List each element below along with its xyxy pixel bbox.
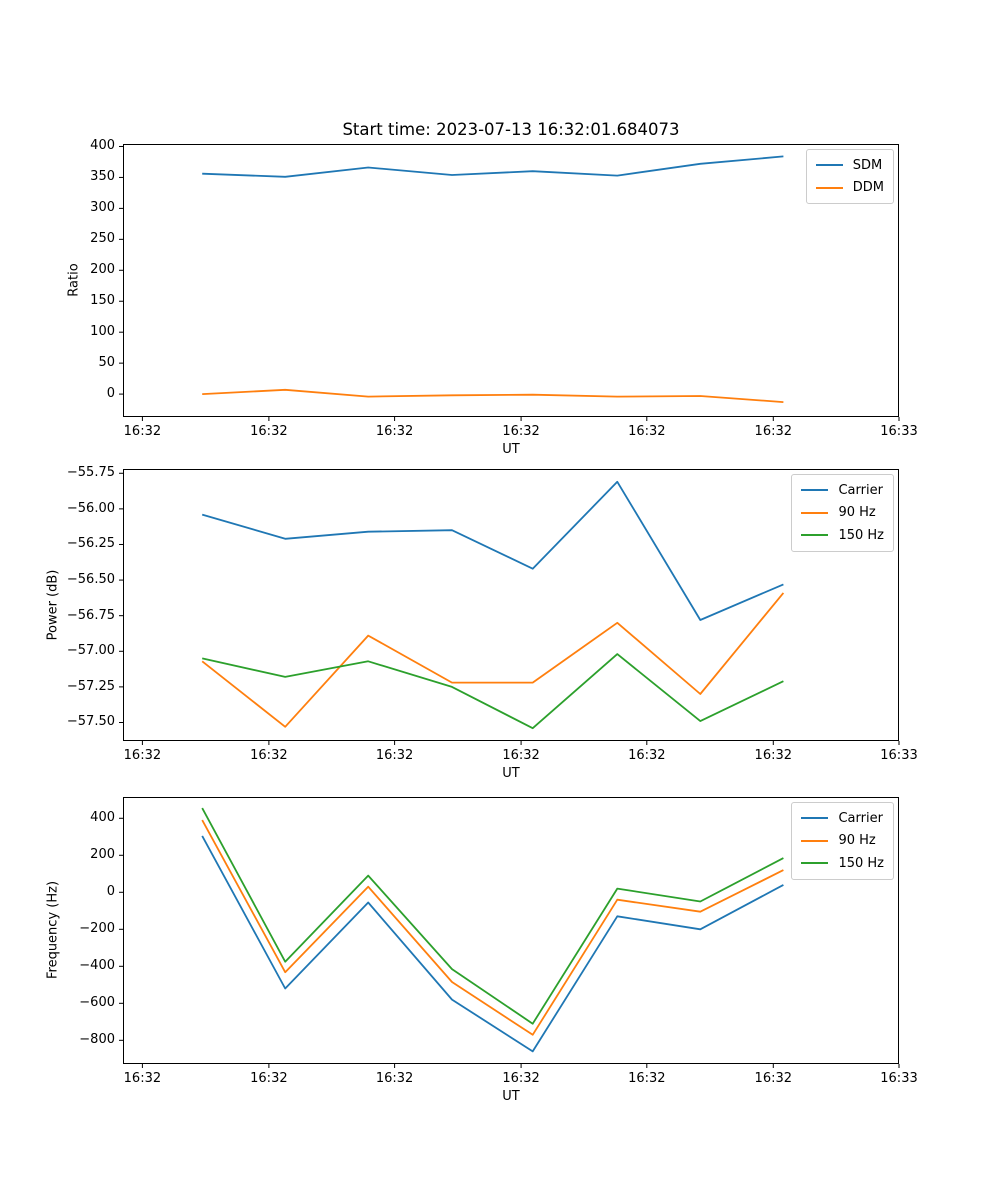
y-tick-label: −56.00: [66, 500, 115, 516]
frequency-line-chart: [119, 797, 900, 1068]
x-tick-label: 16:32: [628, 1071, 666, 1086]
axes-frame: [123, 797, 899, 1064]
x-tick-label: 16:33: [880, 1071, 918, 1086]
legend: Carrier 90 Hz 150 Hz: [791, 474, 894, 552]
y-tick-label: 100: [90, 323, 115, 339]
legend-entry-label: 150 Hz: [838, 855, 884, 871]
y-tick-label: 300: [90, 200, 115, 216]
legend-entry: SDM: [815, 154, 884, 177]
legend-line-sample: [815, 186, 843, 189]
legend-entry: Carrier: [801, 807, 884, 830]
power-line-chart: [119, 469, 900, 745]
series-line-90-hz: [201, 592, 785, 728]
legend-entry: 150 Hz: [801, 852, 884, 875]
legend-entry: 90 Hz: [801, 502, 884, 525]
series-line-carrier: [201, 835, 784, 1053]
x-tick-label: 16:32: [123, 748, 162, 763]
legend-line-sample: [801, 511, 829, 514]
legend-line-sample: [801, 489, 829, 492]
legend-line-sample: [801, 817, 829, 820]
legend-line-sample: [801, 839, 829, 842]
x-tick-label: 16:32: [250, 424, 288, 439]
y-tick-label: 0: [106, 884, 115, 900]
legend-entry-label: DDM: [852, 180, 884, 196]
legend-entry-label: SDM: [852, 157, 883, 173]
y-tick-label: −800: [79, 1032, 115, 1048]
y-tick-label: 150: [90, 292, 115, 308]
legend-entry-label: Carrier: [838, 482, 883, 498]
y-tick-label: 400: [90, 810, 115, 826]
x-tick-label: 16:32: [754, 1071, 793, 1086]
ratio-plot: SDM DDM UT 16:32 16:32 16:32 16:32 16:32 16:32…: [90, 138, 918, 457]
y-tick-label: −56.75: [66, 607, 115, 623]
legend-entry: Carrier: [801, 479, 884, 502]
legend-entry-label: Carrier: [838, 810, 883, 826]
series-line-150-hz: [201, 807, 784, 1025]
y-tick-label: 350: [90, 169, 115, 185]
legend: Carrier 90 Hz 150 Hz: [791, 802, 894, 880]
y-tick-label: −57.50: [66, 714, 115, 730]
y-tick-label: 400: [90, 138, 115, 154]
legend-entry-label: 90 Hz: [838, 505, 876, 521]
series-line-sdm: [202, 155, 784, 178]
frequency-plot: Carrier 90 Hz 150 Hz UT 16:32 16:32 16:32 16:…: [79, 797, 918, 1104]
y-tick-label: −400: [79, 958, 115, 974]
x-axis-label: UT: [502, 766, 520, 781]
y-tick-label: −600: [79, 995, 115, 1011]
power-plot: Carrier 90 Hz 150 Hz UT 16:32 16:32 16:32 16:…: [67, 465, 918, 781]
y-tick-label: 250: [90, 231, 115, 247]
axes-frame: [123, 144, 899, 417]
legend-line-sample: [801, 534, 829, 537]
y-tick-label: −57.00: [66, 643, 115, 659]
y-tick-label: −55.75: [66, 465, 115, 481]
x-tick-label: 16:32: [375, 1071, 414, 1086]
x-axis-label: UT: [502, 1089, 520, 1104]
x-axis-label: UT: [502, 442, 520, 457]
x-tick-label: 16:32: [502, 1071, 540, 1086]
y-tick-label: −57.25: [66, 678, 115, 694]
y-tick-label: 0: [106, 385, 115, 401]
legend-line-sample: [801, 862, 829, 865]
y-axis-label-power: Power (dB): [45, 569, 61, 641]
y-tick-label: 200: [90, 847, 115, 863]
x-tick-label: 16:32: [250, 1071, 288, 1086]
series-line-carrier: [201, 480, 784, 621]
y-tick-label: −200: [79, 921, 115, 937]
x-tick-label: 16:32: [754, 748, 793, 763]
x-tick-label: 16:32: [754, 424, 793, 439]
y-tick-label: −56.50: [66, 571, 115, 587]
x-tick-label: 16:32: [375, 424, 414, 439]
y-tick-label: −56.25: [66, 536, 115, 552]
axes-frame: [123, 469, 899, 741]
legend-entry: 150 Hz: [801, 524, 884, 547]
y-axis-label-frequency: Frequency (Hz): [45, 880, 61, 980]
x-tick-label: 16:32: [375, 748, 414, 763]
ratio-line-chart: [119, 144, 900, 421]
y-axis-label-ratio: Ratio: [66, 263, 82, 297]
legend-entry: 90 Hz: [801, 830, 884, 853]
y-tick-label: 50: [98, 354, 115, 370]
legend-entry: DDM: [815, 177, 884, 200]
figure-title: Start time: 2023-07-13 16:32:01.684073: [342, 120, 680, 139]
legend-line-sample: [815, 164, 843, 167]
x-tick-label: 16:32: [250, 748, 288, 763]
legend-entry-label: 90 Hz: [838, 833, 876, 849]
series-line-90-hz: [201, 819, 784, 1036]
x-tick-label: 16:33: [880, 424, 918, 439]
x-tick-label: 16:32: [502, 748, 540, 763]
x-tick-label: 16:32: [628, 748, 666, 763]
x-tick-label: 16:33: [880, 748, 918, 763]
legend-entry-label: 150 Hz: [838, 527, 884, 543]
x-tick-label: 16:32: [123, 424, 162, 439]
x-tick-label: 16:32: [628, 424, 666, 439]
legend: SDM DDM: [805, 149, 894, 204]
series-line-150-hz: [202, 653, 784, 730]
x-tick-label: 16:32: [123, 1071, 162, 1086]
x-tick-label: 16:32: [502, 424, 540, 439]
y-tick-label: 200: [90, 262, 115, 278]
series-line-ddm: [202, 388, 784, 403]
